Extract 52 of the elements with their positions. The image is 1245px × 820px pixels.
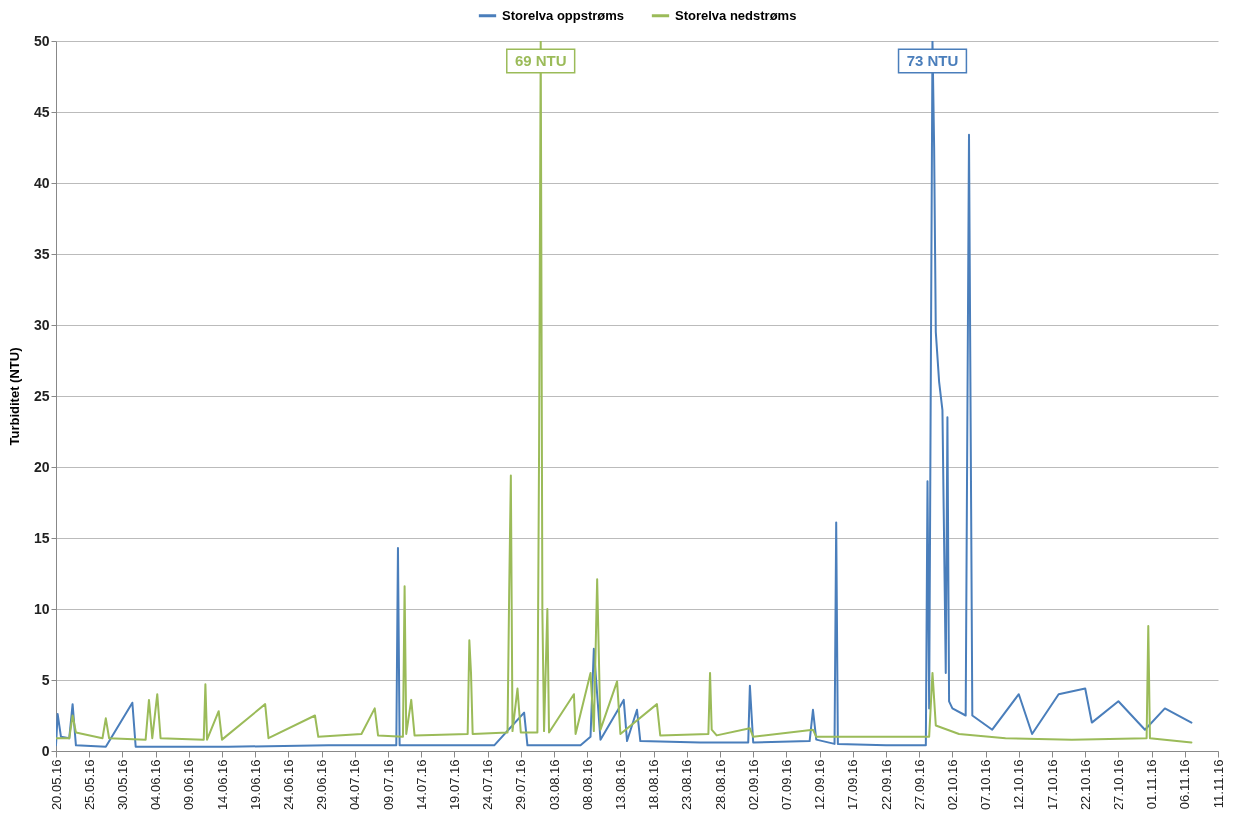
x-tick-label: 20.05.16	[48, 759, 64, 811]
x-tick-label: 13.08.16	[612, 759, 628, 811]
x-tick-label: 17.10.16	[1044, 759, 1060, 811]
annotation: 69 NTU	[514, 52, 567, 69]
x-tick-label: 22.09.16	[878, 759, 894, 811]
x-tick-label: 01.11.16	[1144, 759, 1160, 810]
x-tick-label: 02.09.16	[745, 759, 761, 811]
x-tick-label: 14.07.16	[413, 759, 429, 811]
y-tick-label: 45	[33, 103, 50, 120]
x-tick-label: 07.09.16	[778, 759, 794, 811]
x-tick-label: 12.09.16	[812, 759, 828, 811]
y-tick-label: 20	[33, 458, 50, 475]
y-tick-label: 0	[41, 742, 50, 759]
x-tick-label: 27.10.16	[1110, 759, 1126, 811]
x-tick-label: 09.06.16	[181, 759, 197, 811]
x-tick-label: 29.07.16	[513, 759, 529, 811]
x-tick-label: 04.06.16	[148, 759, 164, 811]
x-tick-label: 30.05.16	[114, 759, 130, 811]
x-tick-label: 07.10.16	[978, 759, 994, 811]
x-tick-label: 25.05.16	[81, 759, 97, 811]
y-axis-title: Turbiditet (NTU)	[6, 347, 22, 446]
x-tick-label: 03.08.16	[546, 759, 562, 811]
x-tick-label: 24.07.16	[480, 759, 496, 811]
x-tick-label: 17.09.16	[845, 759, 861, 811]
x-tick-label: 18.08.16	[646, 759, 662, 811]
y-tick-label: 30	[33, 316, 50, 333]
x-tick-label: 12.10.16	[1011, 759, 1027, 811]
legend-label: Storelva oppstrøms	[502, 7, 625, 23]
y-tick-label: 25	[33, 387, 50, 404]
y-tick-label: 40	[33, 174, 50, 191]
x-tick-label: 08.08.16	[579, 759, 595, 811]
y-tick-label: 50	[33, 32, 50, 49]
x-tick-label: 27.09.16	[911, 759, 927, 811]
y-tick-label: 15	[33, 529, 50, 546]
x-tick-label: 28.08.16	[712, 759, 728, 811]
x-tick-label: 02.10.16	[944, 759, 960, 811]
x-tick-label: 29.06.16	[314, 759, 330, 811]
x-tick-label: 19.07.16	[446, 759, 462, 811]
x-tick-label: 23.08.16	[679, 759, 695, 811]
annotation: 73 NTU	[906, 52, 959, 69]
legend-label: Storelva nedstrøms	[675, 7, 797, 23]
x-tick-label: 24.06.16	[280, 759, 296, 811]
x-tick-label: 06.11.16	[1177, 759, 1193, 810]
x-tick-label: 11.11.16	[1210, 759, 1226, 809]
x-tick-label: 22.10.16	[1077, 759, 1093, 811]
x-tick-label: 04.07.16	[347, 759, 363, 811]
y-tick-label: 5	[41, 671, 50, 688]
x-tick-label: 19.06.16	[247, 759, 263, 811]
x-tick-label: 14.06.16	[214, 759, 230, 811]
y-tick-label: 35	[33, 245, 50, 262]
y-tick-label: 10	[33, 600, 50, 617]
x-tick-label: 09.07.16	[380, 759, 396, 811]
